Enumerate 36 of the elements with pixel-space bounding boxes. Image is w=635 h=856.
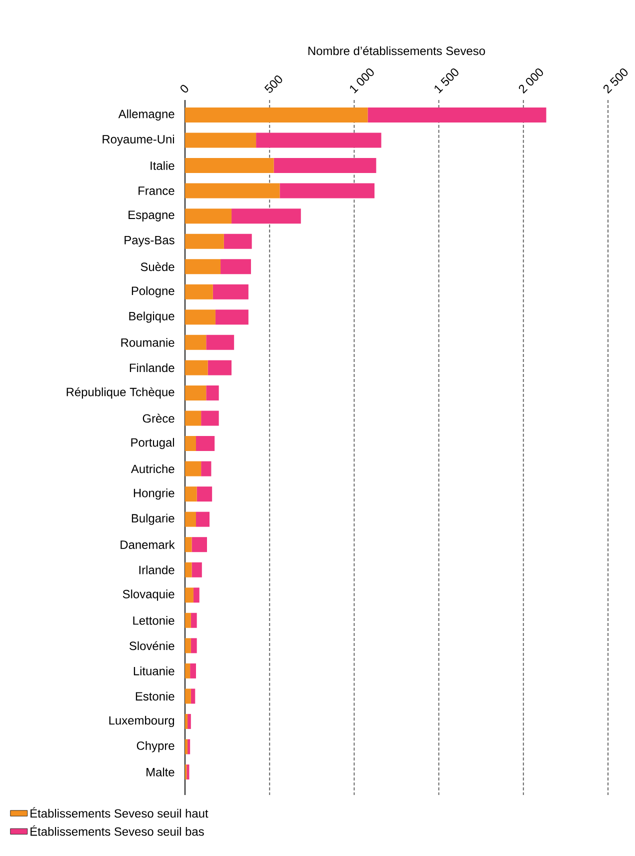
y-tick-label: Finlande [130,363,174,372]
y-tick-label: Slovénie [130,641,174,650]
x-tick-label: 2 500 [604,68,628,94]
legend-label: Établissements Seveso seuil haut [30,807,208,818]
y-tick-label: Pologne [132,286,174,298]
x-tick-label: 1 500 [434,68,458,94]
y-tick-label: Danemark [120,540,175,549]
x-axis-title: Nombre d’établissements Seveso [308,46,486,56]
y-tick-label: Lettonie [133,616,174,625]
y-tick-label: Grèce [142,414,174,423]
y-tick-label: Luxembourg [109,716,174,728]
y-tick-label: Lituanie [134,666,174,676]
y-tick-label: Pays-Bas [124,236,174,247]
y-tick-label: Suède [140,262,174,272]
y-tick-label: Malte [146,768,174,776]
y-tick-label: Irlande [139,565,174,574]
y-tick-label: Roumanie [121,338,174,347]
y-tick-label: Slovaquie [122,590,174,601]
y-tick-label: République Tchèque [66,387,174,399]
x-tick-label: 0 [180,84,188,93]
y-tick-label: Chypre [136,741,174,752]
legend-label: Établissements Seveso seuil bas [30,825,204,836]
x-tick-label: 1 000 [350,68,374,94]
y-tick-label: Royaume-Uni [102,134,174,146]
y-tick-label: Portugal [131,438,174,450]
y-tick-label: Belgique [129,312,174,323]
y-tick-label: Espagne [128,210,174,222]
x-tick-label: 2 000 [518,68,544,94]
y-tick-label: Bulgarie [132,514,174,525]
y-tick-label: Allemagne [118,109,174,121]
y-tick-label: Estonie [136,692,174,701]
y-tick-label: Italie [150,161,174,170]
y-tick-label: France [138,186,174,195]
x-tick-label: 500 [264,76,282,93]
y-tick-label: Autriche [131,464,174,474]
y-tick-label: Hongrie [134,488,174,500]
